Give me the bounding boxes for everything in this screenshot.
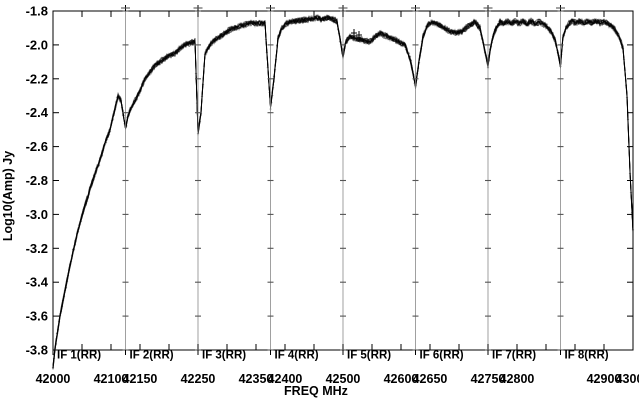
- svg-text:IF 3(RR): IF 3(RR): [202, 350, 246, 362]
- svg-text:-2.4: -2.4: [26, 105, 49, 120]
- svg-text:IF 8(RR): IF 8(RR): [565, 350, 609, 362]
- svg-text:42650: 42650: [413, 372, 448, 386]
- svg-text:IF 4(RR): IF 4(RR): [275, 350, 319, 362]
- svg-text:IF 5(RR): IF 5(RR): [347, 350, 391, 362]
- svg-text:42800: 42800: [500, 372, 535, 386]
- svg-text:42150: 42150: [123, 372, 158, 386]
- svg-text:-3.4: -3.4: [26, 275, 49, 290]
- svg-text:IF 7(RR): IF 7(RR): [492, 350, 536, 362]
- svg-text:Log10(Amp) Jy: Log10(Amp) Jy: [1, 151, 15, 241]
- svg-text:42250: 42250: [181, 372, 216, 386]
- svg-text:-2.8: -2.8: [26, 173, 48, 188]
- svg-text:-3.2: -3.2: [26, 241, 48, 256]
- svg-text:-3.0: -3.0: [26, 207, 48, 222]
- svg-text:42000: 42000: [36, 372, 71, 386]
- svg-text:-3.6: -3.6: [26, 309, 48, 324]
- svg-text:IF 2(RR): IF 2(RR): [130, 350, 174, 362]
- svg-text:-2.6: -2.6: [26, 139, 48, 154]
- svg-text:FREQ MHz: FREQ MHz: [284, 384, 348, 398]
- svg-text:-2.0: -2.0: [26, 37, 48, 52]
- svg-text:IF 1(RR): IF 1(RR): [57, 350, 101, 362]
- svg-text:-1.8: -1.8: [26, 4, 48, 19]
- svg-text:-2.2: -2.2: [26, 71, 48, 86]
- svg-text:-3.8: -3.8: [26, 343, 48, 358]
- svg-text:IF 6(RR): IF 6(RR): [420, 350, 464, 362]
- svg-text:43000: 43000: [616, 372, 639, 386]
